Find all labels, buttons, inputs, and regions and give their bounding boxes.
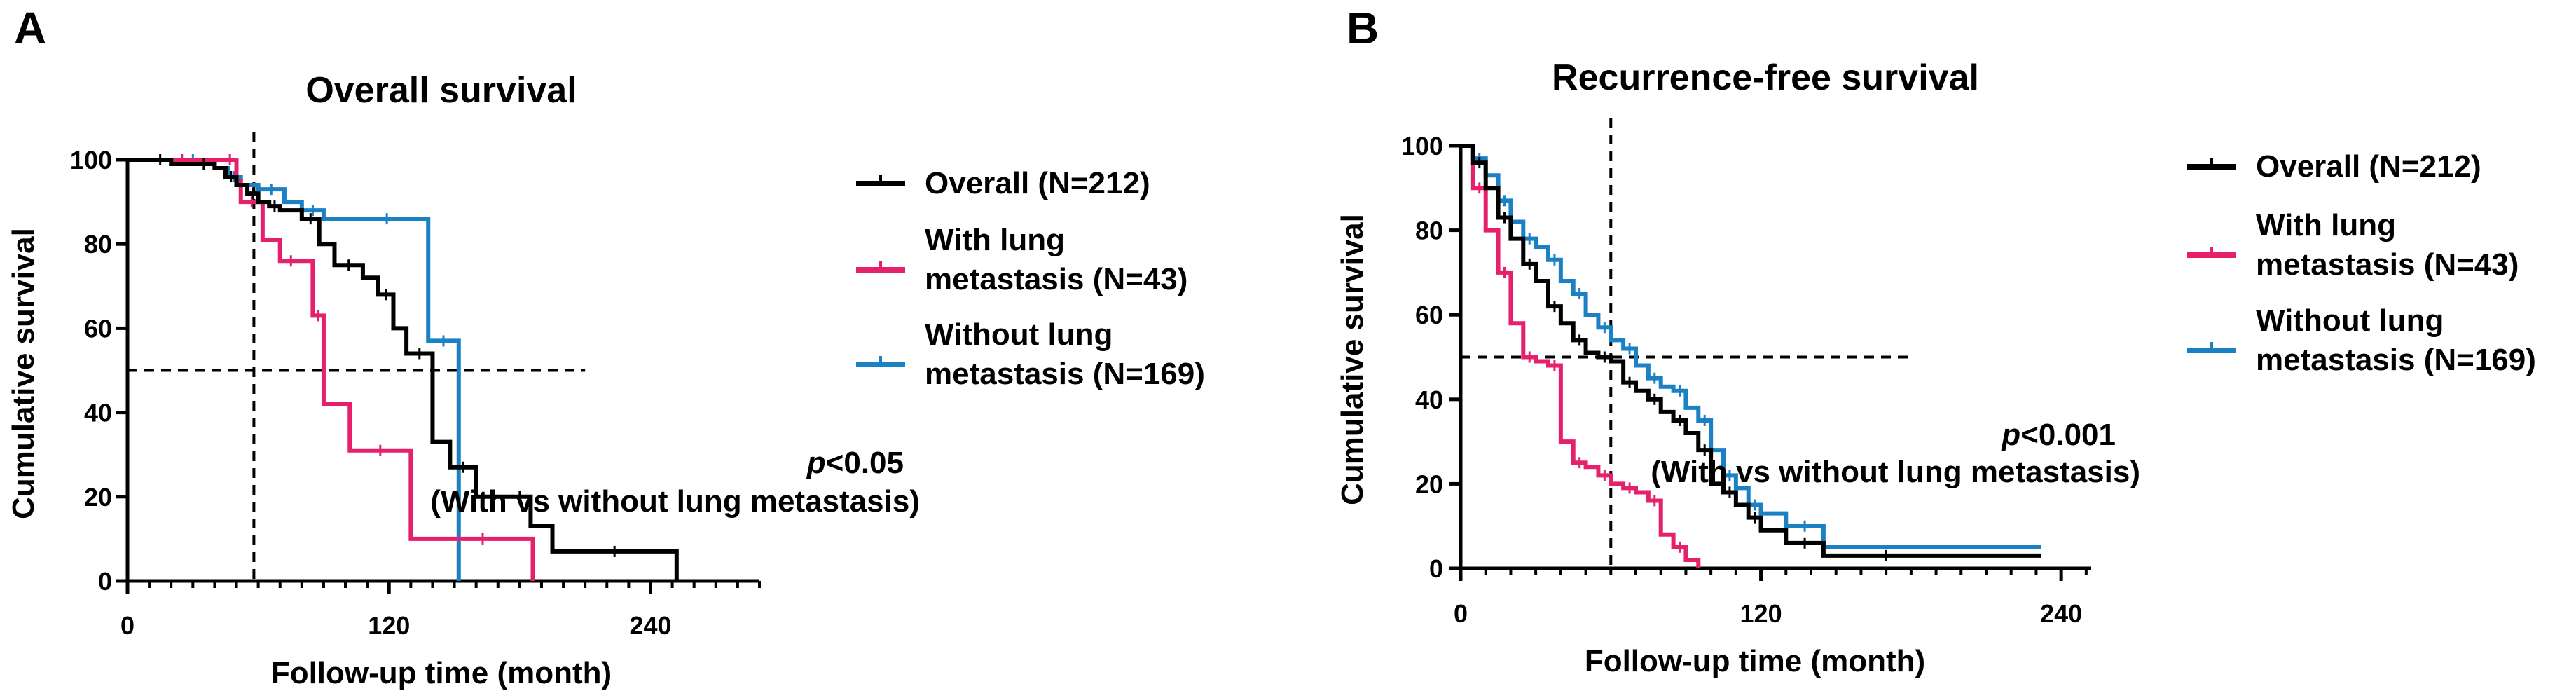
panel-a-y-tick-label: 40	[84, 399, 112, 427]
panel-b-legend-label-with: metastasis (N=43)	[2256, 247, 2519, 282]
panel-b-y-tick-label: 60	[1415, 301, 1443, 329]
panel-a-y-tick-label: 80	[84, 230, 112, 259]
panel-a-y-tick-label: 60	[84, 314, 112, 343]
panel-b-letter: B	[1346, 3, 1379, 53]
panel-a-y-label: Cumulative survival	[6, 228, 41, 519]
panel-b-y-label: Cumulative survival	[1335, 214, 1370, 505]
panel-b-p-value: p<0.001	[2001, 418, 2116, 452]
panel-b-y-tick-label: 0	[1429, 554, 1443, 583]
panel-b-y-tick-label: 100	[1401, 132, 1443, 160]
panel-a-letter: A	[14, 3, 46, 53]
panel-b-legend-label-with: With lung	[2256, 208, 2396, 242]
panel-a-legend-label-overall: Overall (N=212)	[925, 166, 1150, 200]
panel-a-y-tick-label: 100	[70, 146, 112, 174]
panel-a-y-tick-label: 20	[84, 483, 112, 512]
panel-b-with-survival-curve	[1461, 144, 1701, 568]
panel-a-y-tick-label: 0	[98, 567, 112, 596]
panel-b-plot: 0 120 240 0 20 40 60 80 100 Overall (N=212) With l…	[1401, 118, 2536, 628]
panel-a-overall-survival-curve	[128, 158, 679, 581]
panel-a-legend-label-with: With lung	[925, 223, 1065, 257]
panel-a-legend-label-without: metastasis (N=169)	[925, 357, 1205, 391]
panel-a-legend-label-without: Without lung	[925, 317, 1113, 352]
panel-a-plot: 0 120 240 0 20 40 60 80 100 Overall (N=212) With l…	[70, 132, 1205, 640]
panel-b-y-tick-label: 20	[1415, 470, 1443, 498]
panel-b-legend-label-overall: Overall (N=212)	[2256, 149, 2481, 184]
panel-b-x-tick-label: 0	[1454, 599, 1468, 628]
panel-b-title: Recurrence-free survival	[1552, 57, 1979, 98]
panel-b-overall-survival-curve	[1461, 144, 2041, 558]
panel-b-x-tick-label: 120	[1740, 599, 1782, 628]
panel-b-x-tick-label: 240	[2040, 599, 2082, 628]
panel-a-p-value: p<0.05	[806, 446, 904, 480]
panel-b-y-tick-label: 80	[1415, 217, 1443, 245]
panel-b-legend-label-without: Without lung	[2256, 303, 2444, 338]
panel-a-x-tick-label: 120	[368, 611, 410, 640]
panel-b-x-label: Follow-up time (month)	[1585, 644, 1925, 678]
panel-a-p-value-comparison: (With vs without lung metastasis)	[430, 484, 920, 519]
panel-b-legend-label-without: metastasis (N=169)	[2256, 343, 2536, 377]
panel-b-p-value-comparison: (With vs without lung metastasis)	[1651, 455, 2140, 489]
panel-a-x-label: Follow-up time (month)	[271, 656, 612, 690]
panel-a-title: Overall survival	[305, 70, 577, 111]
panel-a-x-tick-label: 240	[629, 611, 671, 640]
panel-a-x-tick-label: 0	[120, 611, 135, 640]
panel-a-legend-label-with: metastasis (N=43)	[925, 262, 1187, 296]
panel-b-y-tick-label: 40	[1415, 385, 1443, 414]
